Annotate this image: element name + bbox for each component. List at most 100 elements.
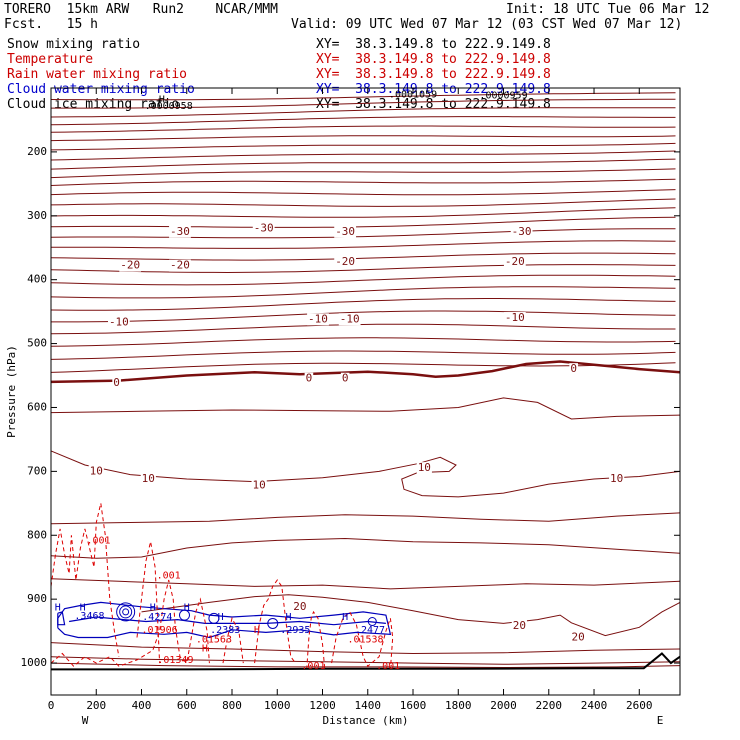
cloud-high-marker: H — [286, 612, 292, 623]
temperature-contour-label: -20 — [170, 259, 190, 272]
temperature-contour-label-bg — [609, 473, 625, 486]
cloud-water-circle — [267, 617, 279, 629]
isotherm-line — [50, 125, 676, 133]
rain-high-marker: H — [254, 625, 260, 636]
rain-water-contour — [254, 579, 296, 664]
y-tick-label: 900 — [27, 592, 47, 605]
field-xy-temperature: XY= 38.3.149.8 to 222.9.149.8 — [316, 52, 551, 67]
temperature-contour-label: 10 — [610, 472, 623, 485]
isotherm-line — [50, 337, 676, 347]
temperature-contour-label: 0 — [306, 372, 313, 385]
temperature-contour-label: 10 — [253, 478, 266, 491]
cloud-high-marker: H — [55, 602, 61, 613]
temperature-contour-label: -30 — [254, 222, 274, 235]
x-tick-label: 1200 — [309, 699, 336, 712]
isotherm-line — [50, 150, 676, 161]
isotherm-line — [50, 228, 676, 239]
y-tick-label: 300 — [27, 209, 47, 222]
x-tick-label: 1800 — [445, 699, 472, 712]
temperature-contour-label-bg — [119, 259, 142, 272]
cloud-high-marker: H — [218, 612, 224, 623]
cloud-water-circle — [178, 609, 190, 621]
isotherm-line — [50, 662, 681, 669]
x-tick-label: 0 — [48, 699, 55, 712]
isotherm-line — [50, 189, 676, 196]
y-tick-label: 200 — [27, 145, 47, 158]
y-tick-label: 400 — [27, 273, 47, 286]
temperature-contour-label-bg — [569, 363, 578, 376]
cloud-water-contour — [69, 616, 386, 626]
isotherm-line — [50, 135, 676, 142]
plot-frame — [50, 87, 681, 696]
rain-water-contour — [331, 611, 394, 670]
header-init: Init: 18 UTC Tue 06 Mar 12 — [506, 2, 710, 17]
isotherm-line — [51, 310, 676, 323]
ice-contour-label: .0001059 — [389, 89, 437, 100]
temperature-contour-label: -10 — [340, 312, 360, 325]
temperature-contour-label-bg — [88, 465, 104, 478]
isotherm-line — [50, 450, 681, 498]
temperature-contour-label: -20 — [120, 259, 140, 272]
rain-water-contour — [136, 541, 161, 664]
temperature-contour-label: -30 — [512, 225, 532, 238]
field-xy-rain: XY= 38.3.149.8 to 222.9.149.8 — [316, 67, 551, 82]
x-tick-label: 2200 — [536, 699, 563, 712]
isotherm-line — [50, 107, 676, 118]
cloud-contour-label: .2935 — [280, 625, 310, 636]
isotherm-line — [50, 168, 676, 179]
cloud-high-marker: H — [150, 602, 156, 613]
temperature-contour-label-bg — [169, 225, 191, 238]
rain-contour-label: .01538 — [347, 634, 383, 645]
cloud-high-marker: H — [342, 612, 348, 623]
temperature-contour-label-bg — [307, 313, 329, 326]
temperature-contour-label-bg — [340, 372, 350, 385]
field-name-temperature: Temperature — [7, 52, 94, 67]
cloud-high-marker: H — [80, 602, 86, 613]
temperature-contour-label: -10 — [109, 315, 129, 328]
x-tick-label: 1000 — [264, 699, 291, 712]
rain-contour-label: .001 — [301, 661, 325, 672]
y-tick-label: 500 — [27, 337, 47, 350]
isotherm-zero-line — [50, 360, 681, 384]
field-name-rain: Rain water mixing ratio — [7, 67, 188, 82]
temperature-contour-label: 20 — [513, 619, 526, 632]
temperature-contour-label-bg — [503, 255, 526, 268]
isotherm-line — [50, 198, 676, 207]
temperature-contour-label-bg — [140, 473, 156, 486]
cloud-contour-label: .3468 — [74, 611, 104, 622]
isotherm-line — [50, 264, 676, 274]
isotherm-line — [50, 216, 676, 228]
temperature-contour-label: 10 — [142, 472, 155, 485]
isotherm-line — [50, 323, 676, 335]
field-name-cloud-water: Cloud water mixing ratio — [7, 82, 195, 97]
field-name-snow: Snow mixing ratio — [7, 37, 141, 52]
rain-water-contour — [222, 616, 244, 664]
rain-water-contour — [306, 610, 326, 670]
y-tick-label: 600 — [27, 400, 47, 413]
y-tick-label: 700 — [27, 464, 47, 477]
temperature-contour-label-bg — [570, 631, 586, 644]
isotherm-line — [51, 98, 676, 109]
isotherm-line — [50, 274, 676, 286]
x-tick-label: 2400 — [581, 699, 608, 712]
cloud-high-marker: H — [184, 602, 190, 613]
rain-contour-label: .01563 — [196, 634, 232, 645]
x-tick-label: 600 — [177, 699, 197, 712]
x-tick-label: 2000 — [490, 699, 517, 712]
temperature-contour-label-bg — [169, 259, 191, 272]
temperature-contour-label: 0 — [570, 362, 577, 375]
rain-high-marker: H — [202, 643, 208, 654]
temperature-contour-label: 0 — [342, 372, 349, 385]
ice-contour-label: .0000959 — [479, 91, 527, 102]
temperature-contour-label: -10 — [308, 312, 328, 325]
x-tick-label: 1400 — [355, 699, 382, 712]
isotherm-line — [50, 178, 676, 186]
temperature-contour-label-bg — [252, 222, 275, 235]
cloud-water-circle — [122, 608, 130, 616]
temperature-contour-label: -30 — [170, 225, 190, 238]
terrain-line — [51, 652, 681, 671]
temperature-contour-label-bg — [107, 316, 130, 329]
temperature-contour-label: -20 — [505, 255, 525, 268]
y-tick-label: 1000 — [21, 656, 48, 669]
y-axis-label: Pressure (hPa) — [5, 345, 18, 438]
